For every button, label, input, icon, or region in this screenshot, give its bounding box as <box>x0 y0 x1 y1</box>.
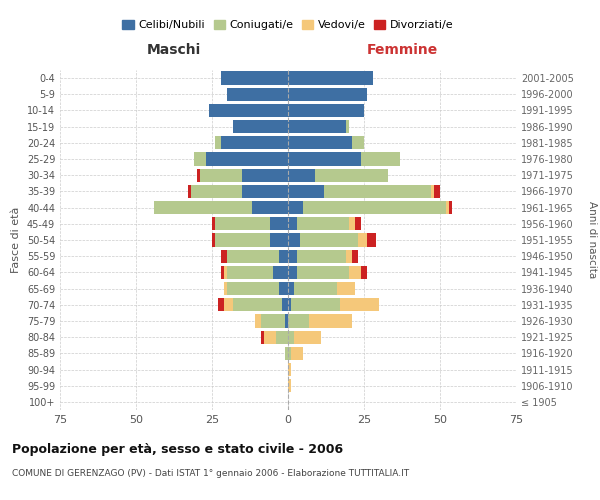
Bar <box>349 266 361 279</box>
Bar <box>221 266 224 279</box>
Bar <box>325 185 431 198</box>
Text: Maschi: Maschi <box>147 43 201 57</box>
Legend: Celibi/Nubili, Coniugati/e, Vedovi/e, Divorziati/e: Celibi/Nubili, Coniugati/e, Vedovi/e, Di… <box>120 18 456 32</box>
Bar <box>227 266 273 279</box>
Bar <box>215 217 270 230</box>
Bar <box>361 152 400 166</box>
Text: COMUNE DI GERENZAGO (PV) - Dati ISTAT 1° gennaio 2006 - Elaborazione TUTTITALIA.: COMUNE DI GERENZAGO (PV) - Dati ISTAT 1°… <box>12 469 409 478</box>
Bar <box>303 201 446 214</box>
Bar <box>288 298 291 312</box>
Text: Femmine: Femmine <box>367 43 437 57</box>
Text: Popolazione per età, sesso e stato civile - 2006: Popolazione per età, sesso e stato civil… <box>12 442 343 456</box>
Bar <box>288 136 352 149</box>
Bar <box>340 298 379 312</box>
Bar <box>218 298 224 312</box>
Bar <box>200 168 242 182</box>
Bar <box>242 168 288 182</box>
Bar <box>337 282 355 295</box>
Bar <box>212 234 215 246</box>
Bar <box>154 201 251 214</box>
Bar <box>260 314 285 328</box>
Bar <box>191 185 242 198</box>
Bar <box>288 266 297 279</box>
Bar <box>282 298 288 312</box>
Bar <box>197 168 200 182</box>
Bar <box>288 234 300 246</box>
Bar <box>242 185 288 198</box>
Text: Anni di nascita: Anni di nascita <box>587 202 597 278</box>
Bar <box>367 234 376 246</box>
Bar <box>288 201 303 214</box>
Bar <box>288 88 367 101</box>
Bar <box>288 314 309 328</box>
Bar <box>352 250 358 263</box>
Bar <box>349 217 355 230</box>
Bar <box>224 298 233 312</box>
Bar <box>227 88 288 101</box>
Bar <box>288 330 294 344</box>
Bar <box>288 104 364 117</box>
Bar <box>361 266 367 279</box>
Bar <box>316 168 388 182</box>
Bar <box>194 152 206 166</box>
Bar <box>294 282 337 295</box>
Bar <box>233 120 288 134</box>
Bar <box>431 185 434 198</box>
Bar <box>224 266 227 279</box>
Bar <box>221 250 227 263</box>
Bar <box>279 250 288 263</box>
Bar <box>309 314 352 328</box>
Bar <box>288 363 291 376</box>
Bar <box>288 217 297 230</box>
Bar <box>260 330 263 344</box>
Bar <box>188 185 191 198</box>
Bar <box>206 152 288 166</box>
Bar <box>227 250 279 263</box>
Bar <box>288 168 316 182</box>
Bar <box>434 185 440 198</box>
Bar <box>446 201 449 214</box>
Bar <box>251 201 288 214</box>
Bar <box>288 152 361 166</box>
Bar <box>215 136 221 149</box>
Bar <box>254 314 260 328</box>
Bar <box>346 120 349 134</box>
Bar <box>233 298 282 312</box>
Bar <box>263 330 276 344</box>
Bar <box>288 120 346 134</box>
Bar <box>300 234 358 246</box>
Bar <box>215 234 270 246</box>
Bar <box>297 266 349 279</box>
Bar <box>355 217 361 230</box>
Bar <box>294 330 322 344</box>
Bar <box>288 185 325 198</box>
Y-axis label: Fasce di età: Fasce di età <box>11 207 21 273</box>
Bar <box>285 346 288 360</box>
Bar <box>358 234 367 246</box>
Bar <box>297 250 346 263</box>
Bar <box>346 250 352 263</box>
Bar <box>221 136 288 149</box>
Bar <box>279 282 288 295</box>
Bar <box>288 346 291 360</box>
Bar <box>221 72 288 85</box>
Bar <box>352 136 364 149</box>
Bar <box>273 266 288 279</box>
Bar <box>270 217 288 230</box>
Bar <box>288 379 291 392</box>
Bar <box>209 104 288 117</box>
Bar <box>276 330 288 344</box>
Bar <box>297 217 349 230</box>
Bar <box>291 298 340 312</box>
Bar <box>291 346 303 360</box>
Bar <box>285 314 288 328</box>
Bar <box>270 234 288 246</box>
Bar <box>288 72 373 85</box>
Bar <box>288 250 297 263</box>
Bar <box>212 217 215 230</box>
Bar <box>449 201 452 214</box>
Bar <box>288 282 294 295</box>
Bar <box>224 282 227 295</box>
Bar <box>227 282 279 295</box>
